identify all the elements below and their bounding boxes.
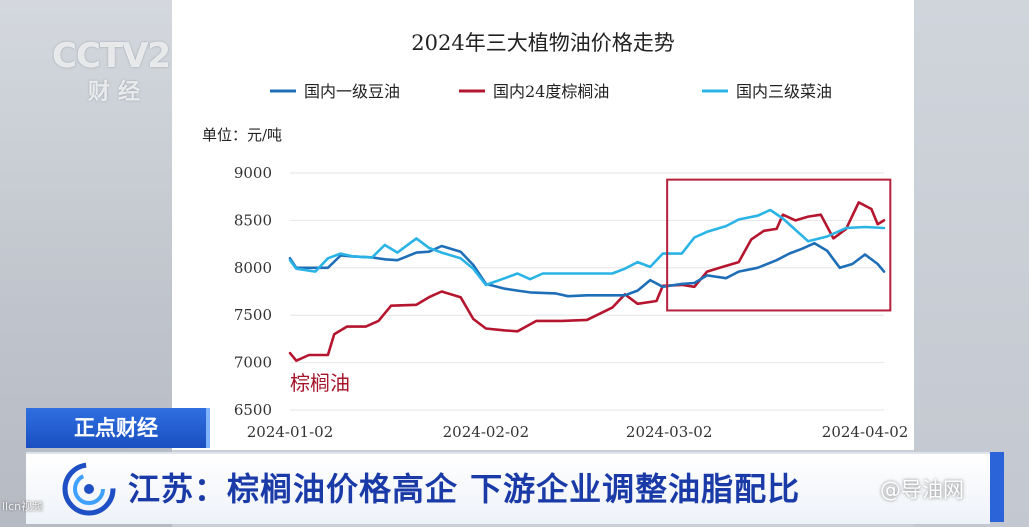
chart-panel: 2024年三大植物油价格走势 国内一级豆油 国内24度棕榈油 国内三级菜油 单位：元…: [172, 0, 914, 450]
x-tick-label: 2024-01-02: [247, 423, 333, 441]
cctv-logo: CCTV2 财经: [52, 36, 192, 106]
legend-label-0: 国内一级豆油: [304, 82, 400, 101]
chart-title: 2024年三大植物油价格走势: [411, 31, 674, 55]
y-tick-label: 8500: [234, 211, 272, 229]
brand-watermark: @导油网: [880, 478, 964, 502]
program-name-tag: 正点财经: [26, 408, 210, 448]
series-lines: [288, 201, 886, 362]
highlight-box: [666, 178, 892, 312]
palm-oil-annotation: 棕榈油: [290, 371, 350, 395]
series-line-2: [288, 208, 886, 287]
y-tick-label: 8000: [234, 259, 272, 277]
x-tick-label: 2024-03-02: [626, 423, 712, 441]
chart-legend: 国内一级豆油 国内24度棕榈油 国内三级菜油: [270, 82, 832, 101]
series-line-1: [288, 201, 886, 362]
y-tick-label: 7500: [234, 306, 272, 324]
headline-accent-bar: [990, 452, 1004, 522]
y-axis-labels: 6500 7000 7500 8000 8500 9000: [234, 164, 272, 419]
x-tick-label: 2024-04-02: [822, 423, 908, 441]
background-right: [914, 0, 1029, 527]
x-axis-labels: 2024-01-02 2024-02-02 2024-03-02 2024-04-02: [247, 423, 909, 441]
y-tick-label: 6500: [234, 401, 272, 419]
source-watermark: llcn视频: [2, 500, 44, 513]
legend-label-1: 国内24度棕榈油: [493, 82, 609, 101]
grid-layer: [290, 172, 884, 411]
highlight-box-layer: [666, 178, 892, 312]
unit-label: 单位：元/吨: [202, 126, 282, 144]
headline-bar: 江苏：棕榈油价格高企 下游企业调整油脂配比: [26, 452, 990, 524]
y-tick-label: 7000: [234, 354, 272, 372]
legend-label-2: 国内三级菜油: [736, 82, 832, 101]
headline-text: 江苏：棕榈油价格高企 下游企业调整油脂配比: [128, 470, 801, 508]
price-trend-chart: 2024年三大植物油价格走势 国内一级豆油 国内24度棕榈油 国内三级菜油 单位：元…: [202, 31, 909, 441]
logo-text-caijing: 财经: [88, 80, 149, 105]
series-line-0: [288, 241, 886, 298]
x-tick-label: 2024-02-02: [443, 423, 529, 441]
channel-swirl-icon: [62, 462, 116, 516]
logo-text-cctv: CCTV2: [52, 36, 171, 76]
y-tick-label: 9000: [234, 164, 272, 182]
